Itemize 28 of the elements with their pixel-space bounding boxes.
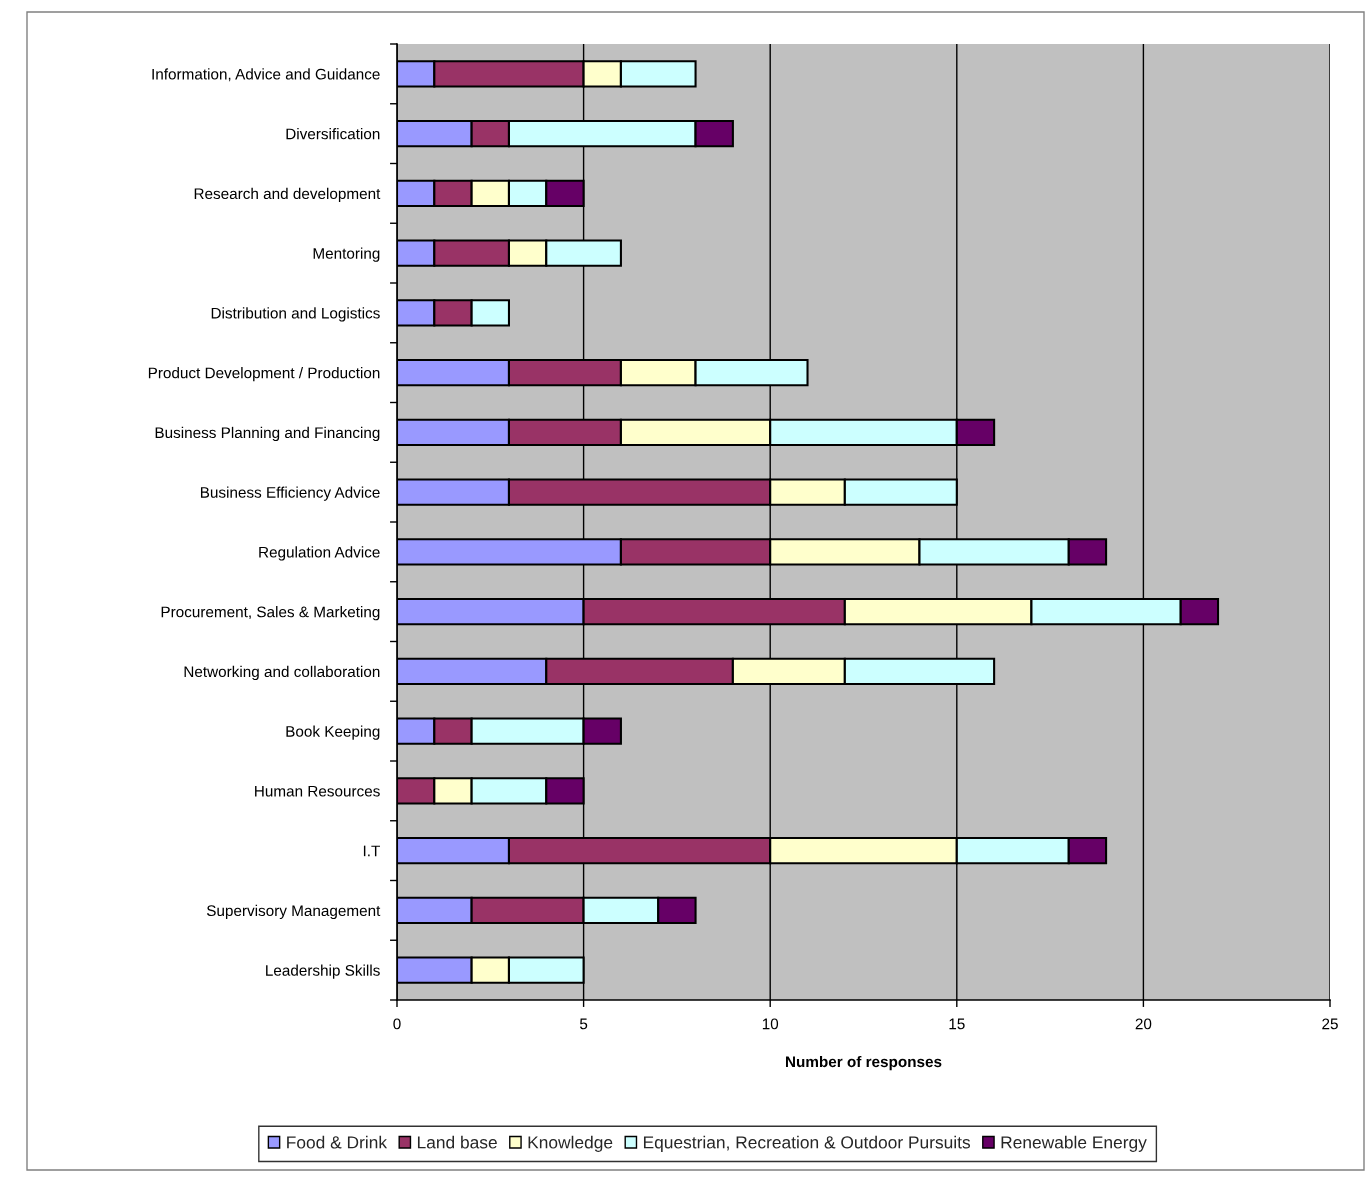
legend-label: Food & Drink <box>287 1135 388 1149</box>
legend-label: Renewable Energy <box>1001 1135 1147 1152</box>
legend-label: Land base <box>417 1135 497 1149</box>
x-tick-label: 20 <box>1135 1018 1152 1030</box>
y-tick-label: I.T <box>363 845 380 857</box>
y-tick-label: Distribution and Logistics <box>211 307 380 322</box>
y-tick-label: Diversification <box>286 128 380 140</box>
y-tick-label: Human Resources <box>255 785 380 797</box>
y-tick-label: Research and development <box>194 187 381 203</box>
y-tick-label: Procurement, Sales & Marketing <box>161 606 380 621</box>
x-tick-label: 15 <box>949 1018 965 1030</box>
y-tick-label: Business Planning and Financing <box>155 426 380 442</box>
y-tick-label: Mentoring <box>313 247 380 262</box>
legend-label: Equestrian, Recreation & Outdoor Pursuits <box>643 1135 971 1152</box>
legend-label: Knowledge <box>528 1135 613 1152</box>
x-tick-label: 25 <box>1322 1018 1338 1030</box>
x-axis-title: Number of responses <box>786 1055 942 1071</box>
x-tick-label: 5 <box>579 1018 588 1030</box>
y-tick-label: Product Development / Production <box>148 367 380 382</box>
y-tick-label: Supervisory Management <box>206 904 381 920</box>
y-tick-label: Networking and collaboration <box>184 665 380 681</box>
x-tick-label: 0 <box>393 1018 401 1030</box>
y-tick-label: Information, Advice and Guidance <box>152 68 380 82</box>
y-tick-label: Book Keeping <box>286 725 380 740</box>
y-tick-label: Leadership Skills <box>266 964 380 979</box>
x-tick-label: 10 <box>762 1018 779 1030</box>
y-tick-label: Business Efficiency Advice <box>200 486 380 501</box>
y-tick-label: Regulation Advice <box>259 546 380 561</box>
